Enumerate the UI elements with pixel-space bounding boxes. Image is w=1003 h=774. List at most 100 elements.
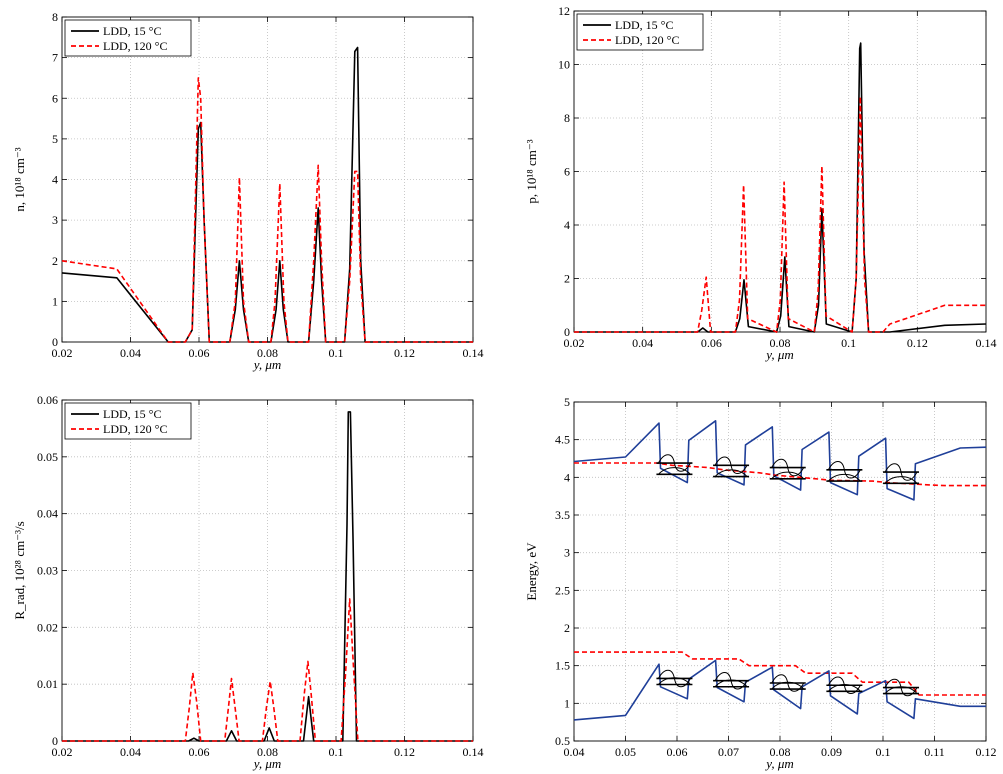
y-axis-label: Energy, eV (524, 542, 539, 601)
x-tick-label: 0.1 (876, 745, 891, 759)
wavefunction-curve (828, 473, 861, 482)
wavefunction-curve (884, 476, 918, 484)
wavefunction-curve (771, 681, 805, 690)
y-tick-label: 0.5 (555, 734, 570, 748)
x-tick-label: 0.1 (329, 346, 344, 360)
y-tick-label: 0.05 (37, 450, 58, 464)
x-tick-label: 0.1 (329, 745, 344, 759)
x-tick-label: 0.02 (52, 745, 73, 759)
y-tick-label: 12 (558, 4, 570, 18)
y-tick-label: 4 (564, 218, 570, 232)
y-tick-label: 0.02 (37, 620, 58, 634)
panel-energy: 0.04 0.05 0.06 0.07 0.08 0.09 0.1 0.11 0.12 0.5 1 1… (524, 395, 997, 771)
y-tick-label: 3 (564, 546, 570, 560)
x-tick-label: 0.14 (463, 745, 484, 759)
y-tick-label: 0 (52, 734, 58, 748)
y-tick-label: 0.01 (37, 677, 58, 691)
x-tick-label: 0.05 (615, 745, 636, 759)
wavefunction-curve (828, 684, 861, 692)
y-tick-label: 4 (564, 470, 570, 484)
y-tick-label: 3 (52, 213, 58, 227)
y-tick-label: 1.5 (555, 659, 570, 673)
x-tick-label: 0.12 (907, 336, 928, 350)
series-line-1 (574, 462, 986, 487)
y-tick-label: 0.06 (37, 393, 58, 407)
x-tick-label: 0.07 (718, 745, 739, 759)
x-tick-label: 0.11 (924, 745, 945, 759)
y-tick-label: 2 (52, 254, 58, 268)
panel-density-p: 0.02 0.04 0.06 0.08 0.1 0.12 0.14 0 2 4 6 8 10 12 y, μ… (524, 4, 997, 362)
x-tick-label: 0.12 (394, 346, 415, 360)
series-line-1 (61, 77, 473, 343)
x-tick-label: 0.14 (976, 336, 997, 350)
wavefunction-curve (771, 674, 805, 692)
y-axis-label: R_rad, 10²⁸ cm⁻³/s (12, 521, 27, 619)
series-line-1 (62, 598, 473, 742)
x-tick-label: 0.09 (821, 745, 842, 759)
y-tick-label: 0 (564, 325, 570, 339)
x-tick-label: 0.12 (976, 745, 997, 759)
wavefunction-curve (658, 467, 691, 475)
legend-label-1: LDD, 120 °C (103, 422, 167, 436)
x-tick-label: 0.08 (257, 346, 278, 360)
legend-label-0: LDD, 15 °C (103, 24, 161, 38)
x-axis-label: y, μm (252, 357, 281, 372)
legend-box (64, 19, 192, 57)
y-tick-label: 2.5 (555, 583, 570, 597)
y-tick-label: 2 (564, 272, 570, 286)
wavefunction-curve (827, 676, 861, 694)
y-tick-label: 8 (52, 10, 58, 24)
legend-label-1: LDD, 120 °C (615, 33, 679, 47)
y-tick-label: 7 (52, 51, 58, 65)
y-tick-label: 0.04 (37, 507, 58, 521)
x-tick-label: 0.06 (189, 745, 210, 759)
y-axis-label: p, 10¹⁸ cm⁻³ (524, 139, 539, 203)
wavefunction-curve (884, 686, 918, 694)
series-line-1 (574, 95, 986, 333)
wavefunction-curve (714, 679, 748, 688)
y-tick-label: 2 (564, 621, 570, 635)
y-tick-label: 1 (564, 696, 570, 710)
panel-rrad: 0.02 0.04 0.06 0.08 0.1 0.12 0.14 0 0.01 0.02 0.03… (12, 393, 484, 771)
x-tick-label: 0.02 (52, 346, 73, 360)
panel-density-n: 0.02 0.04 0.06 0.08 0.1 0.12 0.14 0 1 2 3 4 5 6 7 8 y, μ… (12, 10, 484, 372)
y-tick-label: 0.03 (37, 564, 58, 578)
x-tick-label: 0.1 (841, 336, 856, 350)
wavefunction-curve (657, 669, 691, 688)
wavefunction-curve (714, 671, 748, 690)
x-axis-label: y, μm (764, 347, 793, 362)
y-tick-label: 8 (564, 111, 570, 125)
series-line-3 (573, 659, 986, 721)
x-tick-label: 0.02 (564, 336, 585, 350)
series-line-0 (573, 419, 987, 501)
x-tick-label: 0.04 (632, 336, 653, 350)
x-tick-label: 0.14 (463, 346, 484, 360)
x-tick-label: 0.04 (120, 346, 141, 360)
x-tick-label: 0.08 (257, 745, 278, 759)
y-tick-label: 5 (564, 395, 570, 409)
y-tick-label: 0 (52, 335, 58, 349)
legend-box (576, 13, 704, 51)
x-tick-label: 0.06 (667, 745, 688, 759)
y-axis-label: n, 10¹⁸ cm⁻³ (12, 147, 27, 211)
x-tick-label: 0.06 (189, 346, 210, 360)
y-tick-label: 6 (564, 165, 570, 179)
y-tick-label: 10 (558, 58, 570, 72)
wavefunction-curve (658, 677, 691, 685)
series-line-2 (574, 651, 986, 696)
wavefunction-curve (771, 471, 805, 480)
legend-label-1: LDD, 120 °C (103, 39, 167, 53)
wavefunction-curve (714, 469, 748, 477)
x-tick-label: 0.04 (120, 745, 141, 759)
x-tick-label: 0.12 (394, 745, 415, 759)
x-tick-label: 0.04 (564, 745, 585, 759)
x-tick-label: 0.08 (770, 745, 791, 759)
y-tick-label: 3.5 (555, 508, 570, 522)
y-tick-label: 4 (52, 173, 58, 187)
x-tick-label: 0.06 (701, 336, 722, 350)
series-line-0 (62, 411, 473, 742)
wavefunction-curve (884, 678, 918, 697)
y-tick-label: 1 (52, 294, 58, 308)
y-tick-label: 5 (52, 132, 58, 146)
